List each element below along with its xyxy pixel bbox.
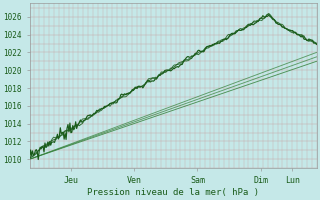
X-axis label: Pression niveau de la mer( hPa ): Pression niveau de la mer( hPa ) (87, 188, 259, 197)
